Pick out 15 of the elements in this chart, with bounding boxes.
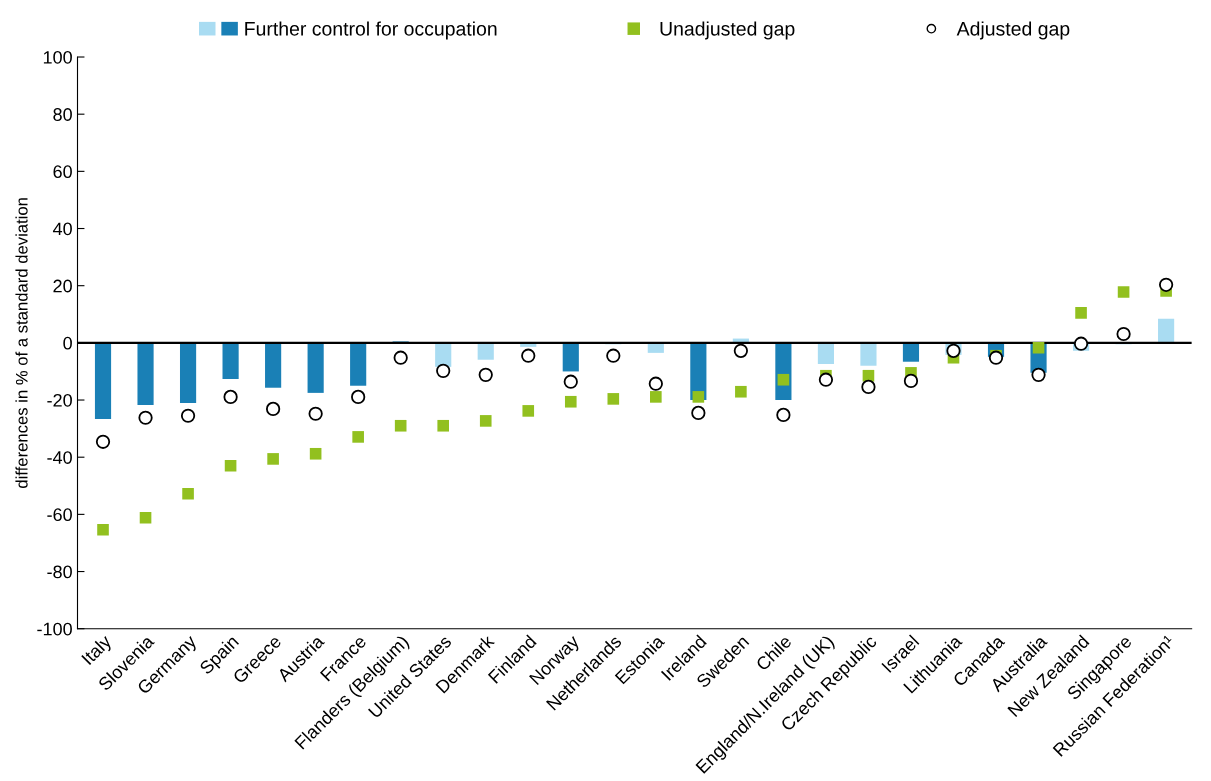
y-tick-label: 100 bbox=[43, 50, 72, 64]
legend-label: Unadjusted gap bbox=[660, 21, 795, 40]
y-tick-label: -40 bbox=[47, 451, 72, 464]
y-tick-label: -80 bbox=[47, 565, 72, 579]
legend-label: Adjusted gap bbox=[956, 21, 1070, 40]
y-tick-label: -60 bbox=[47, 508, 72, 522]
legend-label: Further control for occupation bbox=[245, 21, 497, 40]
y-axis-title: differences in % of a standard deviation bbox=[15, 198, 28, 488]
y-tick-label: -20 bbox=[47, 393, 72, 407]
y-tick-label: 0 bbox=[63, 336, 72, 350]
y-tick-label: 60 bbox=[53, 165, 72, 179]
y-tick-label: -100 bbox=[37, 622, 72, 636]
y-tick-label: 20 bbox=[53, 279, 72, 293]
y-tick-label: 80 bbox=[53, 108, 72, 121]
y-tick-label: 40 bbox=[52, 222, 72, 236]
